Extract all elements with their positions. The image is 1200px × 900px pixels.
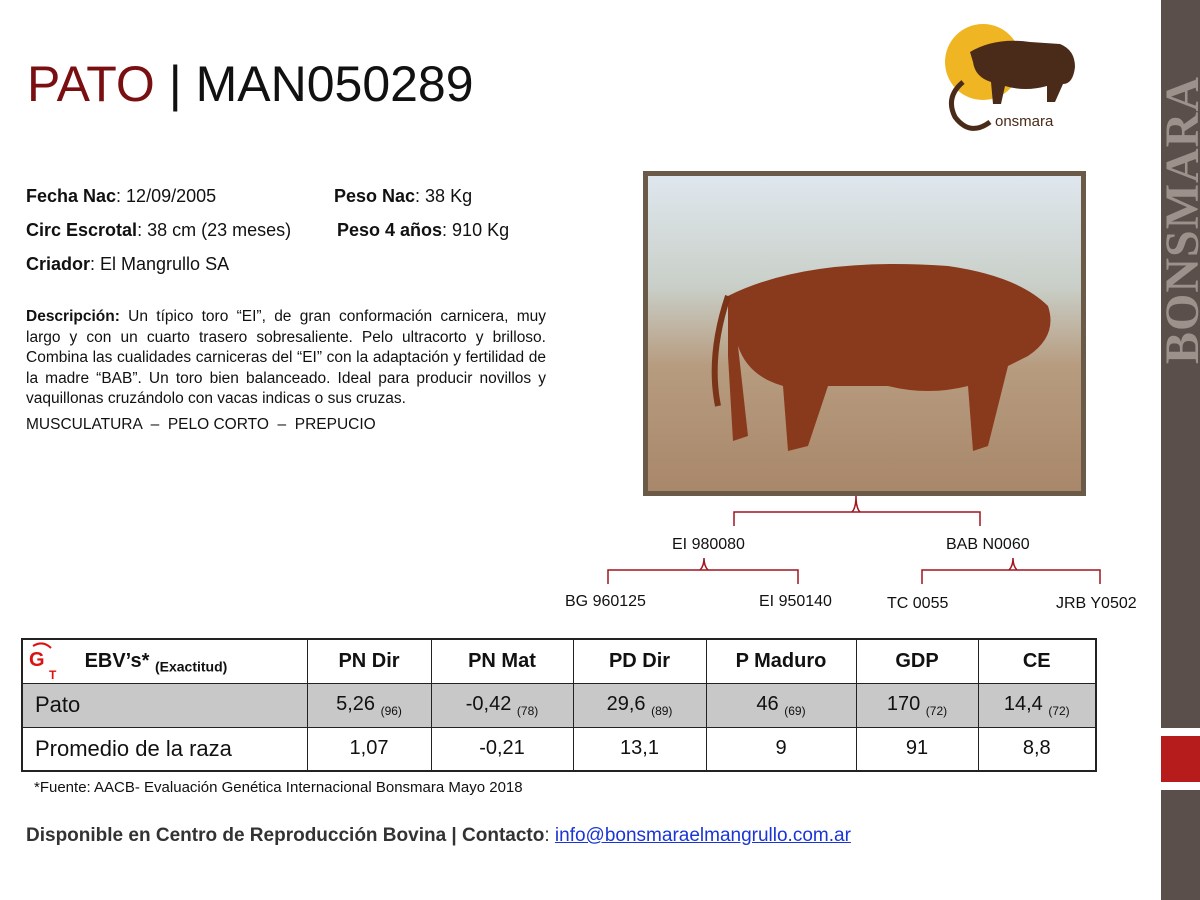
cell: 13,1 <box>572 726 707 772</box>
col-pd-dir: PD Dir <box>572 638 707 684</box>
logo-text: onsmara <box>995 113 1054 130</box>
description-block: Descripción: Un típico toro “EI”, de gra… <box>26 307 546 434</box>
table-row: Promedio de la raza 1,07 -0,21 13,1 9 91… <box>21 726 1097 772</box>
pedigree-dam-sire: TC 0055 <box>887 595 949 612</box>
col-ce: CE <box>977 638 1097 684</box>
table-row: Pato 5,26 (96) -0,42 (78) 29,6 (89) 46 (… <box>21 682 1097 728</box>
svg-text:G: G <box>29 649 45 671</box>
footer: Disponible en Centro de Reproducción Bov… <box>26 825 851 846</box>
email-link[interactable]: info@bonsmaraelmangrullo.com.ar <box>554 825 851 846</box>
col-p-maduro: P Maduro <box>705 638 857 684</box>
pedigree-sire: EI 980080 <box>672 536 745 553</box>
cell: 14,4 (72) <box>977 682 1097 728</box>
scrotal-circ: Circ Escrotal: 38 cm (23 meses) <box>26 220 292 240</box>
pedigree-sire-dam: EI 950140 <box>759 593 832 610</box>
cell: 91 <box>855 726 979 772</box>
pedigree-dam-dam: JRB Y0502 <box>1056 595 1137 612</box>
cell: 5,26 (96) <box>306 682 432 728</box>
side-banner-text: BONSMARA <box>1156 76 1200 365</box>
traits: MUSCULATURA – PELO CORTO – PREPUCIO <box>26 415 376 433</box>
cell: 46 (69) <box>705 682 857 728</box>
birth-date: Fecha Nac: 12/09/2005 <box>26 186 217 206</box>
side-red-block <box>1161 728 1200 790</box>
side-banner: BONSMARA <box>1156 0 1200 900</box>
cell: 1,07 <box>306 726 432 772</box>
col-pn-mat: PN Mat <box>430 638 574 684</box>
source-note: *Fuente: AACB- Evaluación Genética Inter… <box>34 779 523 796</box>
col-gdp: GDP <box>855 638 979 684</box>
svg-text:T: T <box>49 668 57 680</box>
cell: 8,8 <box>977 726 1097 772</box>
bonsmara-logo: onsmara <box>935 22 1085 142</box>
description: Descripción: Un típico toro “EI”, de gra… <box>26 308 546 407</box>
breeder: Criador: El Mangrullo SA <box>26 254 230 274</box>
cell: 29,6 (89) <box>572 682 707 728</box>
cell: -0,42 (78) <box>430 682 574 728</box>
bull-photo <box>643 171 1086 496</box>
birth-weight: Peso Nac: 38 Kg <box>334 186 473 206</box>
col-pn-dir: PN Dir <box>306 638 432 684</box>
cell: -0,21 <box>430 726 574 772</box>
pedigree-dam: BAB N0060 <box>946 536 1030 553</box>
pedigree-sire-sire: BG 960125 <box>565 593 646 610</box>
pedigree-lines <box>607 495 1101 584</box>
cell: 9 <box>705 726 857 772</box>
page-title: PATO | MAN050289 <box>27 56 474 112</box>
cell: 170 (72) <box>855 682 979 728</box>
weight-4y: Peso 4 años: 910 Kg <box>337 220 510 240</box>
